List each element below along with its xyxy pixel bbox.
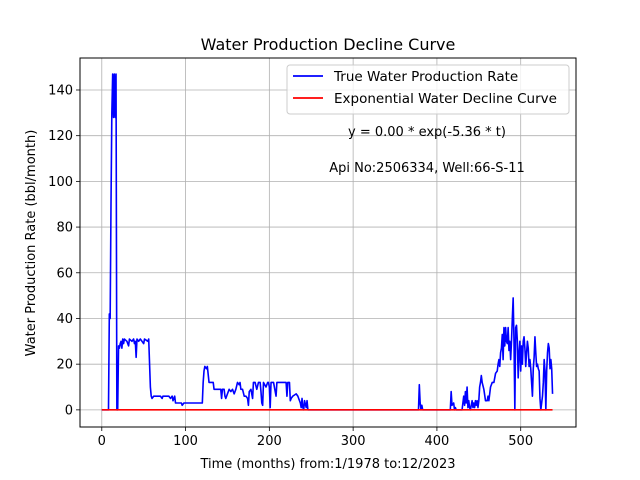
chart-title: Water Production Decline Curve: [201, 35, 456, 54]
equation-annotation: y = 0.00 * exp(-5.36 * t): [348, 125, 506, 140]
legend: True Water Production Rate Exponential W…: [286, 64, 570, 115]
plot-frame: [79, 57, 577, 428]
y-tick-label: 100: [48, 175, 73, 190]
x-tick-label: 300: [341, 434, 366, 449]
well-annotation: Api No:2506334, Well:66-S-11: [329, 161, 525, 176]
tick-layer: 0 100 200 300 400 500 0 20 40 60 80 100 120 140: [48, 83, 533, 449]
series-line-true-rate: [101, 73, 554, 411]
x-tick-label: 500: [508, 434, 533, 449]
x-tick-label: 100: [173, 434, 198, 449]
y-tick-label: 140: [48, 83, 73, 98]
y-tick-label: 40: [56, 312, 73, 327]
x-tick-label: 400: [425, 434, 450, 449]
x-tick-label: 0: [98, 434, 106, 449]
legend-label-true-rate: True Water Production Rate: [333, 69, 518, 85]
legend-box: [286, 64, 570, 115]
y-tick-label: 120: [48, 129, 73, 144]
x-axis-label: Time (months) from:1/1978 to:12/2023: [199, 457, 455, 472]
y-tick-label: 80: [56, 221, 73, 236]
y-tick-label: 20: [56, 358, 73, 373]
y-axis-label: Water Production Rate (bbl/month): [24, 130, 39, 357]
legend-label-exp-decline: Exponential Water Decline Curve: [334, 91, 557, 107]
y-tick-label: 0: [65, 403, 73, 418]
x-tick-label: 200: [257, 434, 282, 449]
series-layer: [101, 73, 554, 411]
y-tick-label: 60: [56, 266, 73, 281]
